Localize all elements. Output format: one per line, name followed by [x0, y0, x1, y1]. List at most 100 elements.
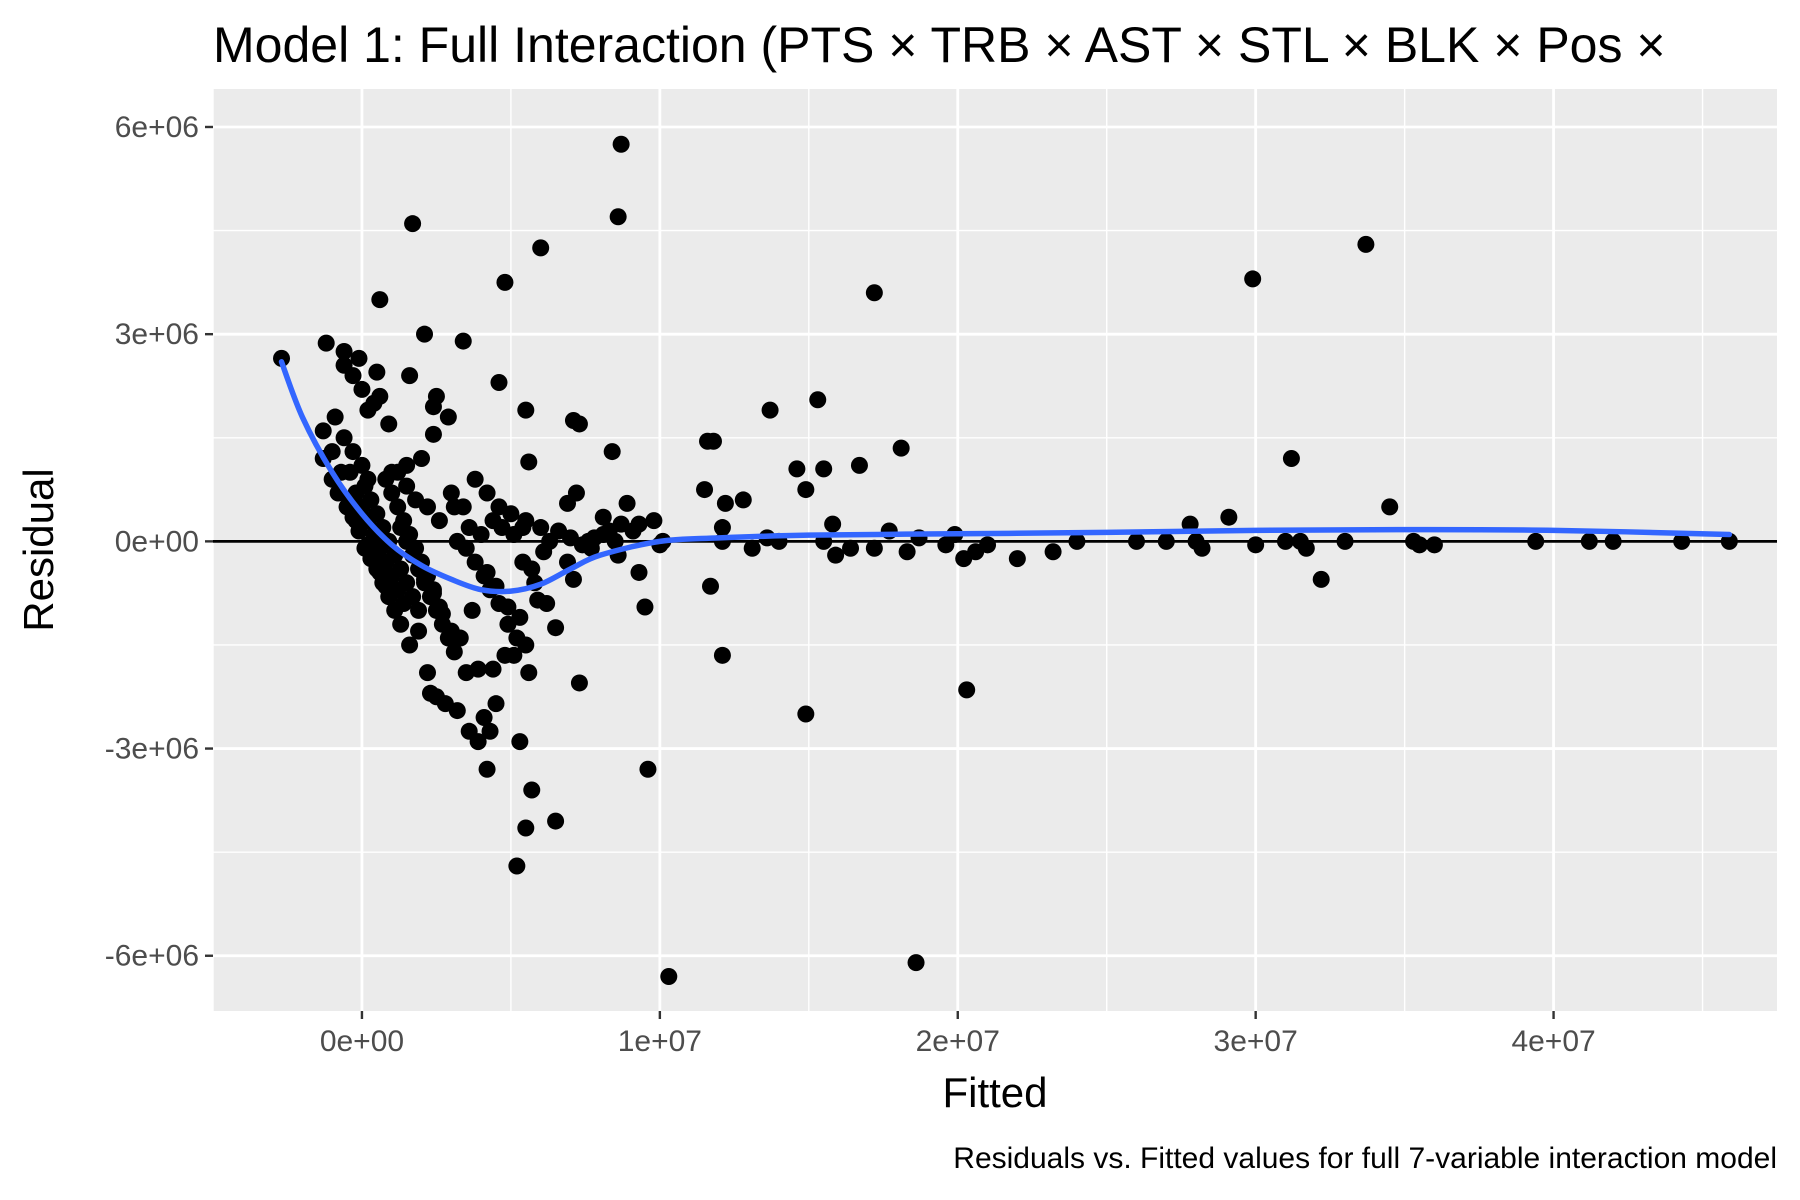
data-point — [466, 470, 484, 488]
data-point — [645, 512, 663, 530]
data-point — [490, 595, 508, 613]
data-point — [344, 367, 362, 385]
x-tick-label: 0e+00 — [320, 1025, 404, 1058]
y-tick-label: 6e+06 — [115, 111, 199, 144]
data-point — [517, 819, 535, 837]
minor-gridlines — [212, 89, 1777, 1011]
x-axis-ticks: 0e+00 1e+07 2e+07 3e+07 4e+07 — [320, 1011, 1596, 1058]
data-point — [410, 601, 428, 619]
data-point — [1411, 536, 1429, 554]
data-point — [398, 532, 416, 550]
x-tick-label: 1e+07 — [618, 1025, 702, 1058]
data-point — [496, 273, 514, 291]
data-point — [1720, 532, 1738, 550]
data-point — [1673, 532, 1691, 550]
data-point — [514, 553, 532, 571]
data-point — [410, 622, 428, 640]
data-point — [609, 208, 627, 226]
data-point — [404, 588, 422, 606]
data-point — [1336, 532, 1354, 550]
y-axis-ticks: -6e+06 -3e+06 0e+00 3e+06 6e+06 — [105, 111, 213, 973]
data-point — [1008, 550, 1026, 568]
data-point — [326, 408, 344, 426]
chart-title: Model 1: Full Interaction (PTS × TRB × A… — [213, 17, 1666, 73]
data-point — [1580, 532, 1598, 550]
data-point — [398, 477, 416, 495]
data-point — [418, 664, 436, 682]
data-point — [865, 284, 883, 302]
y-tick-label: 3e+06 — [115, 318, 199, 351]
data-point — [490, 374, 508, 392]
data-point — [696, 481, 714, 499]
data-point — [788, 460, 806, 478]
data-point — [514, 519, 532, 537]
data-point — [350, 349, 368, 367]
x-tick-label: 4e+07 — [1511, 1025, 1595, 1058]
data-point — [389, 498, 407, 516]
data-point — [457, 539, 475, 557]
data-point — [344, 443, 362, 461]
data-point — [907, 954, 925, 972]
data-point — [478, 760, 496, 778]
data-point — [362, 491, 380, 509]
data-point — [594, 508, 612, 526]
data-point — [636, 598, 654, 616]
data-point — [511, 733, 529, 751]
data-point — [538, 595, 556, 613]
data-point — [416, 325, 434, 343]
data-point — [335, 429, 353, 447]
data-point — [797, 481, 815, 499]
data-point — [359, 536, 377, 554]
data-point — [350, 522, 368, 540]
y-tick-label: 0e+00 — [115, 525, 199, 558]
data-point — [532, 519, 550, 537]
data-point — [1044, 543, 1062, 561]
data-point — [353, 380, 371, 398]
data-point — [472, 525, 490, 543]
data-point — [404, 215, 422, 233]
data-point — [430, 512, 448, 530]
data-point — [421, 588, 439, 606]
data-point — [624, 522, 642, 540]
x-tick-label: 3e+07 — [1214, 1025, 1298, 1058]
chart-caption: Residuals vs. Fitted values for full 7-v… — [953, 1142, 1777, 1175]
data-point — [1157, 532, 1175, 550]
data-point — [702, 577, 720, 595]
data-point — [809, 391, 827, 409]
data-point — [850, 456, 868, 474]
data-point — [344, 508, 362, 526]
data-point — [478, 484, 496, 502]
data-point — [1247, 536, 1265, 554]
data-point — [427, 601, 445, 619]
data-point — [398, 456, 416, 474]
data-point — [1276, 532, 1294, 550]
data-point — [371, 563, 389, 581]
data-point — [585, 529, 603, 547]
data-point — [865, 539, 883, 557]
data-point — [716, 494, 734, 512]
data-point — [603, 443, 621, 461]
data-point — [1193, 539, 1211, 557]
data-point — [958, 681, 976, 699]
data-point — [508, 629, 526, 647]
data-point — [734, 491, 752, 509]
data-point — [416, 574, 434, 592]
data-point — [1297, 539, 1315, 557]
data-point — [401, 636, 419, 654]
plot-panel — [213, 89, 1777, 1011]
data-point — [1604, 532, 1622, 550]
data-point — [445, 643, 463, 661]
data-point — [383, 463, 401, 481]
data-point — [892, 439, 910, 457]
data-point — [380, 415, 398, 433]
data-point — [660, 967, 678, 985]
data-point — [424, 425, 442, 443]
data-point — [1312, 570, 1330, 588]
data-point — [392, 560, 410, 578]
loess-smooth-line — [278, 359, 1733, 595]
data-point — [469, 660, 487, 678]
data-point — [401, 367, 419, 385]
data-point — [317, 334, 335, 352]
data-point — [1282, 449, 1300, 467]
